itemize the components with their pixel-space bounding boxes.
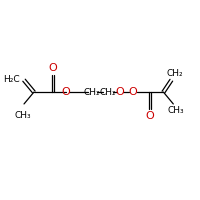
Text: CH₂: CH₂ (100, 88, 116, 97)
Text: O: O (145, 111, 154, 121)
Text: O: O (116, 87, 124, 97)
Text: O: O (48, 63, 57, 73)
Text: H₂C: H₂C (3, 75, 20, 84)
Text: O: O (128, 87, 137, 97)
Text: CH₂: CH₂ (84, 88, 101, 97)
Text: CH₃: CH₃ (168, 106, 185, 115)
Text: CH₂: CH₂ (167, 69, 184, 78)
Text: CH₃: CH₃ (15, 111, 31, 120)
Text: O: O (61, 87, 70, 97)
